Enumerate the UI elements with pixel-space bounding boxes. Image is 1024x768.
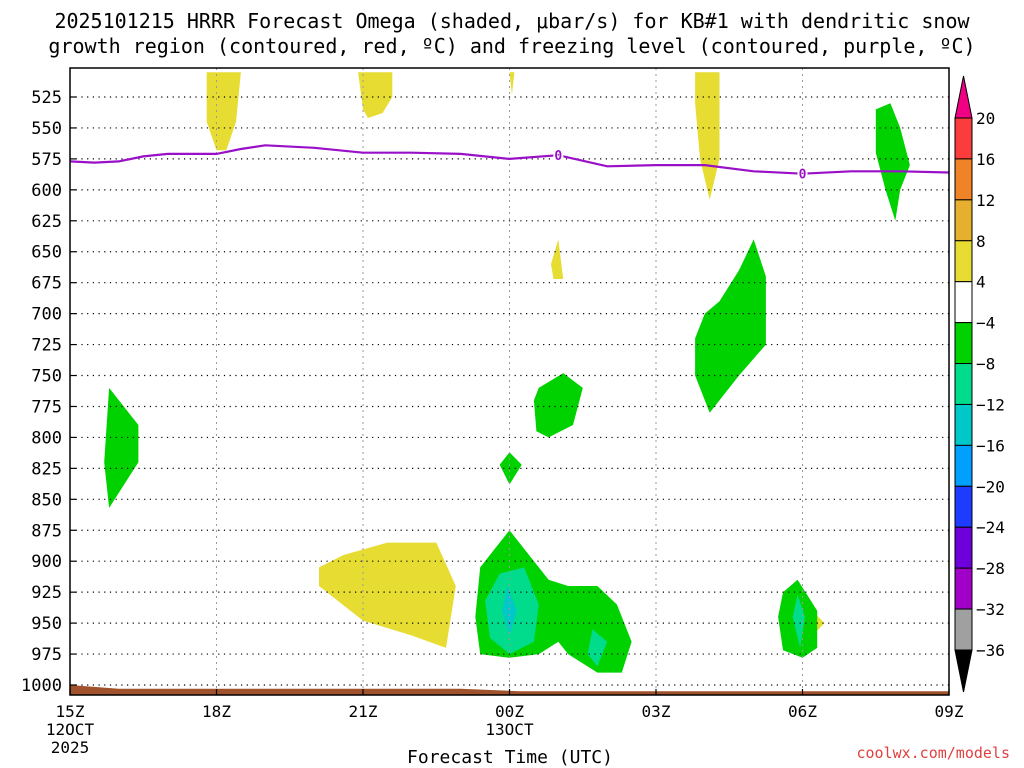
colorbar-label--32: −32 bbox=[976, 600, 1005, 619]
omega-region-2 bbox=[509, 72, 515, 95]
omega-region-16 bbox=[792, 594, 805, 648]
colorbar-label-20: 20 bbox=[976, 109, 995, 128]
freezing-level-label-bg-1 bbox=[797, 166, 808, 180]
colorbar-label-8: 8 bbox=[976, 232, 986, 251]
x-tick-label-00Z: 00Z bbox=[495, 702, 524, 721]
y-tick-label-675: 675 bbox=[31, 274, 62, 294]
colorbar-box-3 bbox=[954, 240, 973, 283]
omega-region-9 bbox=[533, 373, 583, 438]
x-tick-label-09Z: 09Z bbox=[935, 702, 964, 721]
colorbar-cap-top bbox=[954, 75, 973, 119]
y-tick-label-975: 975 bbox=[31, 645, 62, 665]
x-axis-label: Forecast Time (UTC) bbox=[407, 747, 613, 768]
freezing-level-label-0: 0 bbox=[554, 149, 562, 164]
colorbar-box-0 bbox=[954, 117, 973, 160]
colorbar-box-5 bbox=[954, 322, 973, 365]
x-tick-year-15Z: 2025 bbox=[51, 738, 90, 757]
y-tick-label-775: 775 bbox=[31, 397, 62, 417]
colorbar-label--28: −28 bbox=[976, 559, 1005, 578]
y-tick-label-575: 575 bbox=[31, 150, 62, 170]
y-tick-label-1000: 1000 bbox=[21, 676, 62, 696]
y-tick-label-850: 850 bbox=[31, 490, 62, 510]
colorbar-box-2 bbox=[954, 199, 973, 242]
y-tick-label-950: 950 bbox=[31, 614, 62, 634]
y-tick-label-750: 750 bbox=[31, 367, 62, 387]
x-tick-label-03Z: 03Z bbox=[642, 702, 671, 721]
colorbar-box-8 bbox=[954, 444, 973, 487]
omega-region-11 bbox=[499, 452, 522, 485]
y-tick-label-700: 700 bbox=[31, 305, 62, 325]
colorbar-box-1 bbox=[954, 158, 973, 201]
colorbar-label--36: −36 bbox=[976, 641, 1005, 660]
colorbar-box-12 bbox=[954, 608, 973, 651]
colorbar-label--20: −20 bbox=[976, 477, 1005, 496]
y-tick-label-725: 725 bbox=[31, 336, 62, 356]
colorbar-label-12: 12 bbox=[976, 191, 995, 210]
x-tick-label-15Z: 15Z bbox=[56, 702, 85, 721]
freezing-level-contour: 00 bbox=[70, 144, 949, 183]
omega-region-0 bbox=[206, 72, 241, 151]
colorbar-label--16: −16 bbox=[976, 436, 1005, 455]
x-tick-date-15Z: 12OCT bbox=[46, 720, 95, 739]
omega-region-17 bbox=[502, 586, 517, 636]
colorbar-label-16: 16 bbox=[976, 150, 995, 169]
omega-region-7 bbox=[875, 103, 910, 221]
chart-title-line-1: 2025101215 HRRR Forecast Omega (shaded, … bbox=[54, 9, 970, 33]
y-tick-label-550: 550 bbox=[31, 119, 62, 139]
y-tick-label-900: 900 bbox=[31, 552, 62, 572]
y-tick-label-875: 875 bbox=[31, 521, 62, 541]
omega-region-5 bbox=[319, 542, 456, 648]
colorbar-label--12: −12 bbox=[976, 395, 1005, 414]
y-tick-label-650: 650 bbox=[31, 243, 62, 263]
ground-terrain bbox=[70, 685, 949, 695]
colorbar-box-11 bbox=[954, 567, 973, 610]
x-tick-date-00Z: 13OCT bbox=[485, 720, 534, 739]
colorbar-box-7 bbox=[954, 403, 973, 446]
colorbar-label--8: −8 bbox=[976, 355, 995, 374]
omega-shading bbox=[70, 72, 949, 695]
axes: 525 550 575 600 625 650 675 700 725 750 775 800 825 8… bbox=[21, 88, 964, 757]
y-tick-label-600: 600 bbox=[31, 181, 62, 201]
x-tick-label-21Z: 21Z bbox=[349, 702, 378, 721]
x-tick-label-06Z: 06Z bbox=[788, 702, 817, 721]
freezing-level-label-1: 0 bbox=[799, 168, 807, 183]
colorbar-box-10 bbox=[954, 526, 973, 569]
colorbar: 20 16 12 8 4 −4 −8 −12 −16 −20 −24 −28 −32 −36 bbox=[954, 75, 1005, 693]
omega-region-10 bbox=[104, 387, 139, 508]
colorbar-label--4: −4 bbox=[976, 314, 995, 333]
freezing-level-line bbox=[70, 144, 949, 175]
colorbar-box-6 bbox=[954, 363, 973, 405]
y-tick-label-525: 525 bbox=[31, 88, 62, 108]
colorbar-cap-bottom bbox=[954, 649, 973, 693]
x-tick-label-18Z: 18Z bbox=[202, 702, 231, 721]
y-tick-label-800: 800 bbox=[31, 428, 62, 448]
chart-title-line-2: growth region (contoured, red, ºC) and f… bbox=[48, 34, 976, 58]
omega-region-4 bbox=[551, 239, 564, 279]
y-tick-label-925: 925 bbox=[31, 583, 62, 603]
colorbar-box-4 bbox=[954, 281, 973, 324]
y-tick-label-625: 625 bbox=[31, 212, 62, 232]
colorbar-label-4: 4 bbox=[976, 273, 986, 292]
colorbar-label--24: −24 bbox=[976, 518, 1005, 537]
credit-text: coolwx.com/models bbox=[856, 744, 1010, 762]
omega-region-15 bbox=[587, 629, 608, 667]
y-tick-label-825: 825 bbox=[31, 459, 62, 479]
omega-region-3 bbox=[695, 72, 720, 200]
colorbar-box-9 bbox=[954, 485, 973, 528]
omega-region-8 bbox=[695, 239, 766, 413]
freezing-level-label-bg-0 bbox=[553, 148, 564, 162]
omega-region-1 bbox=[358, 72, 393, 118]
